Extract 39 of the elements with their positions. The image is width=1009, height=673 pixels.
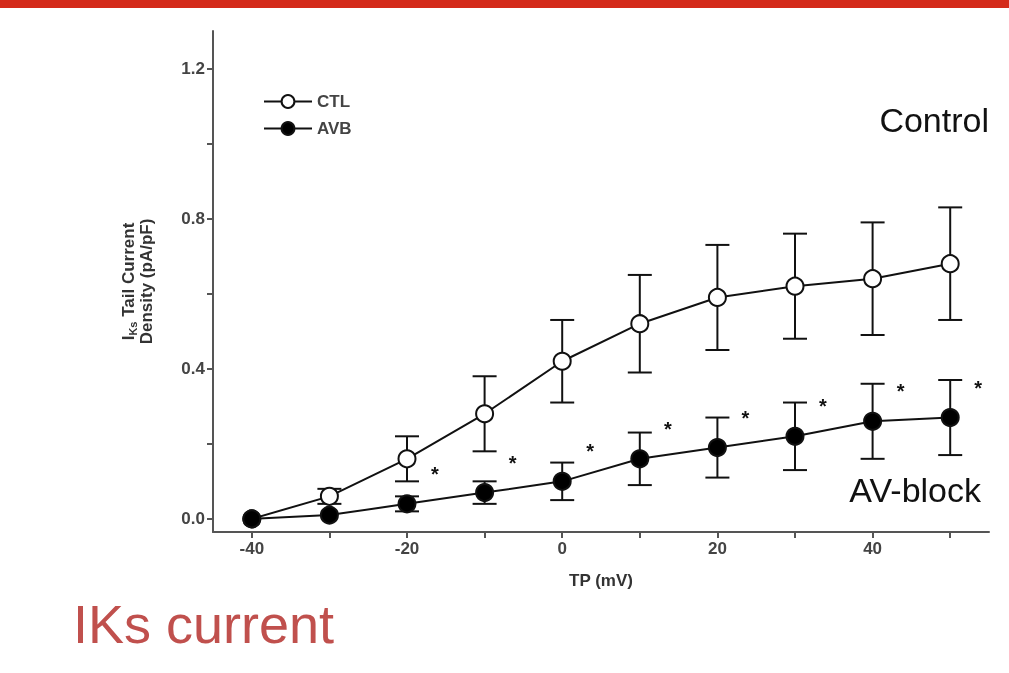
x-tick-label: -20	[394, 539, 420, 558]
point	[863, 411, 883, 431]
point	[552, 351, 572, 371]
y-tick-label: 1.2	[181, 59, 205, 79]
point	[397, 449, 417, 469]
annotation: *	[741, 406, 750, 429]
annotation: AV-block	[849, 471, 982, 509]
y-tick-label: 0.8	[181, 209, 205, 229]
point	[940, 254, 960, 274]
point	[863, 269, 883, 289]
point	[630, 449, 650, 469]
point	[475, 404, 495, 424]
point	[785, 426, 805, 446]
x-axis-title: TP (mV)	[569, 571, 633, 590]
x-tick-label: -40	[239, 539, 265, 558]
annotation: *	[819, 395, 828, 418]
point	[940, 408, 960, 428]
point	[785, 276, 805, 296]
point	[707, 438, 727, 458]
x-tick-label: 40	[863, 539, 883, 558]
annotation: *	[974, 376, 983, 399]
point	[319, 505, 339, 525]
y-tick-label: 0.4	[181, 359, 206, 379]
annotation: *	[896, 380, 905, 403]
annotation: *	[586, 440, 595, 463]
point	[552, 471, 572, 491]
annotation: *	[663, 417, 672, 440]
x-tick-label: 0	[557, 539, 567, 558]
y-tick-label: 0.0	[181, 509, 205, 529]
annotation: Control	[879, 101, 990, 139]
legend-label: CTL	[317, 92, 351, 111]
x-tick-label: 20	[707, 539, 727, 558]
point	[630, 314, 650, 334]
annotation: *	[508, 451, 517, 474]
point	[319, 486, 339, 506]
legend-label: AVB	[317, 119, 352, 138]
text: IKs current	[73, 594, 335, 654]
point	[707, 287, 727, 307]
annotation: *	[431, 462, 440, 485]
